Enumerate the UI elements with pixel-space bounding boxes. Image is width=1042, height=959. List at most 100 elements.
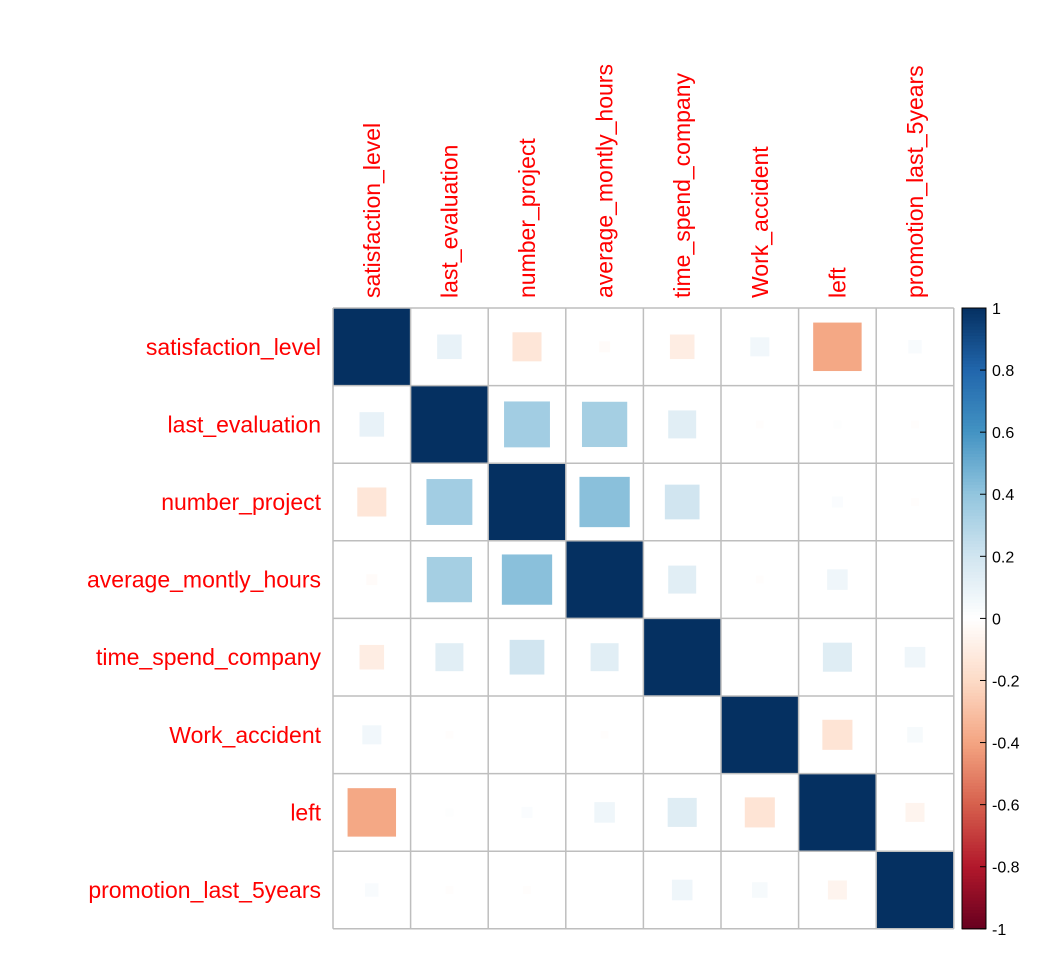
corr-square-average_montly_hours-left [827,569,848,590]
corr-square-last_evaluation-left [833,420,842,429]
colorbar-segment [962,736,986,741]
colorbar-segment [962,637,986,641]
colorbar-segment [962,779,986,784]
colorbar-segment [962,872,986,877]
colorbar-segment [962,841,986,846]
colorbar-segment [962,615,986,619]
colorbar-segment [962,711,986,716]
colorbar-segment [962,578,986,582]
corr-square-time_spend_company-left [822,642,852,672]
corr-square-satisfaction_level-satisfaction_level [333,308,411,386]
colorbar-segment [962,860,986,865]
colorbar-segment [962,733,986,737]
colorbar-segment [962,646,986,651]
colorbar-segment [962,540,986,545]
colorbar-segment [962,649,986,654]
corr-square-number_project-number_project [488,463,566,541]
colorbar-segment [962,727,986,731]
colorbar-segment [962,456,986,461]
corr-square-average_montly_hours-number_project [501,554,553,605]
colorbar-segment [962,609,986,613]
colorbar-segment [962,550,986,554]
colorbar-segment [962,680,986,685]
colorbar-segment [962,503,986,508]
colorbar-segment [962,844,986,849]
colorbar-segment [962,469,986,474]
corr-square-promotion_last_5years-Work_accident [752,882,768,898]
colorbar-segment [962,366,986,371]
colorbar-segment [962,335,986,340]
colorbar-segment [962,432,986,436]
colorbar-segment [962,565,986,570]
colorbar-segment [962,574,986,579]
corr-square-left-number_project [521,806,533,818]
colorbar-segment [962,801,986,806]
colorbar-segment [962,668,986,672]
colorbar-segment [962,910,986,914]
colorbar-segment [962,317,986,322]
cell-bg [721,463,799,541]
colorbar-segment [962,438,986,443]
cell-bg [488,696,566,774]
colorbar-segment [962,494,986,498]
colorbar-segment [962,559,986,564]
colorbar-segment [962,748,986,753]
colorbar-segment [962,888,986,893]
cell-bg [565,851,644,929]
colorbar-segment [962,782,986,787]
colorbar-segment [962,553,986,557]
colorbar-segment [962,370,986,374]
colorbar-segment [962,754,986,759]
colorbar-segment [962,388,986,393]
corr-square-promotion_last_5years-time_spend_company [671,879,693,901]
colorbar-segment [962,329,986,334]
colorbar-segment [962,450,986,455]
colorbar-segment [962,745,986,750]
colorbar-segment [962,692,986,697]
colorbar-segment [962,699,986,703]
corr-square-satisfaction_level-promotion_last_5years [908,340,922,354]
row-label-number_project: number_project [161,489,321,515]
colorbar-segment [962,360,986,365]
corr-square-number_project-average_montly_hours [579,476,630,528]
colorbar-segment [962,770,986,775]
colorbar-segment [962,925,986,930]
colorbar-segment [962,863,986,868]
colorbar-segment [962,804,986,809]
corr-square-last_evaluation-promotion_last_5years [911,420,919,429]
corr-square-average_montly_hours-average_montly_hours [565,540,644,619]
colorbar-segment [962,491,986,495]
corr-square-last_evaluation-time_spend_company [668,410,697,439]
colorbar-segment [962,773,986,778]
colorbar-segment [962,472,986,477]
corr-square-number_project-satisfaction_level [357,487,387,517]
colorbar-segment [962,686,986,691]
colorbar-segment [962,441,986,446]
colorbar-tick-label: -0.6 [992,798,1020,815]
colorbar-segment [962,792,986,796]
colorbar-segment [962,481,986,486]
corr-square-last_evaluation-satisfaction_level [359,412,385,437]
corr-square-left-left [798,773,877,852]
corr-square-time_spend_company-average_montly_hours [590,643,619,672]
colorbar-segment [962,373,986,377]
corr-square-promotion_last_5years-number_project [523,886,531,894]
colorbar-segment [962,416,986,421]
corr-square-left-time_spend_company [667,797,697,827]
colorbar-segment [962,677,986,682]
colorbar-segment [962,916,986,921]
colorbar-segment [962,422,986,427]
corr-square-number_project-promotion_last_5years [911,498,919,506]
corr-square-Work_accident-promotion_last_5years [907,727,923,743]
colorbar-tick-label: 0.2 [992,549,1014,566]
colorbar-segment [962,652,986,657]
colorbar-segment [962,453,986,458]
corr-square-satisfaction_level-last_evaluation [437,334,462,360]
colorbar-segment [962,820,986,824]
colorbar-segment [962,851,986,855]
colorbar-segment [962,466,986,471]
colorbar-segment [962,385,986,390]
colorbar-segment [962,391,986,396]
colorbar-segment [962,460,986,464]
